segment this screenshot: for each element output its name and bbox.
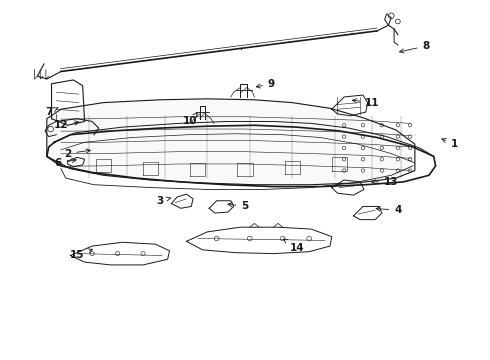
Text: 5: 5	[228, 202, 248, 211]
Text: 3: 3	[156, 196, 171, 206]
Text: 2: 2	[64, 149, 90, 158]
Text: 12: 12	[54, 120, 79, 130]
Polygon shape	[47, 99, 415, 185]
Text: 14: 14	[284, 239, 304, 253]
Text: 11: 11	[352, 98, 380, 108]
Text: 13: 13	[371, 177, 398, 187]
Text: 1: 1	[442, 139, 458, 149]
Text: 7: 7	[45, 107, 58, 117]
Text: 10: 10	[183, 113, 197, 126]
Text: 8: 8	[400, 41, 430, 53]
Text: 4: 4	[376, 205, 402, 215]
Text: 9: 9	[256, 79, 275, 89]
Text: 6: 6	[54, 158, 76, 168]
Text: 15: 15	[70, 249, 93, 261]
